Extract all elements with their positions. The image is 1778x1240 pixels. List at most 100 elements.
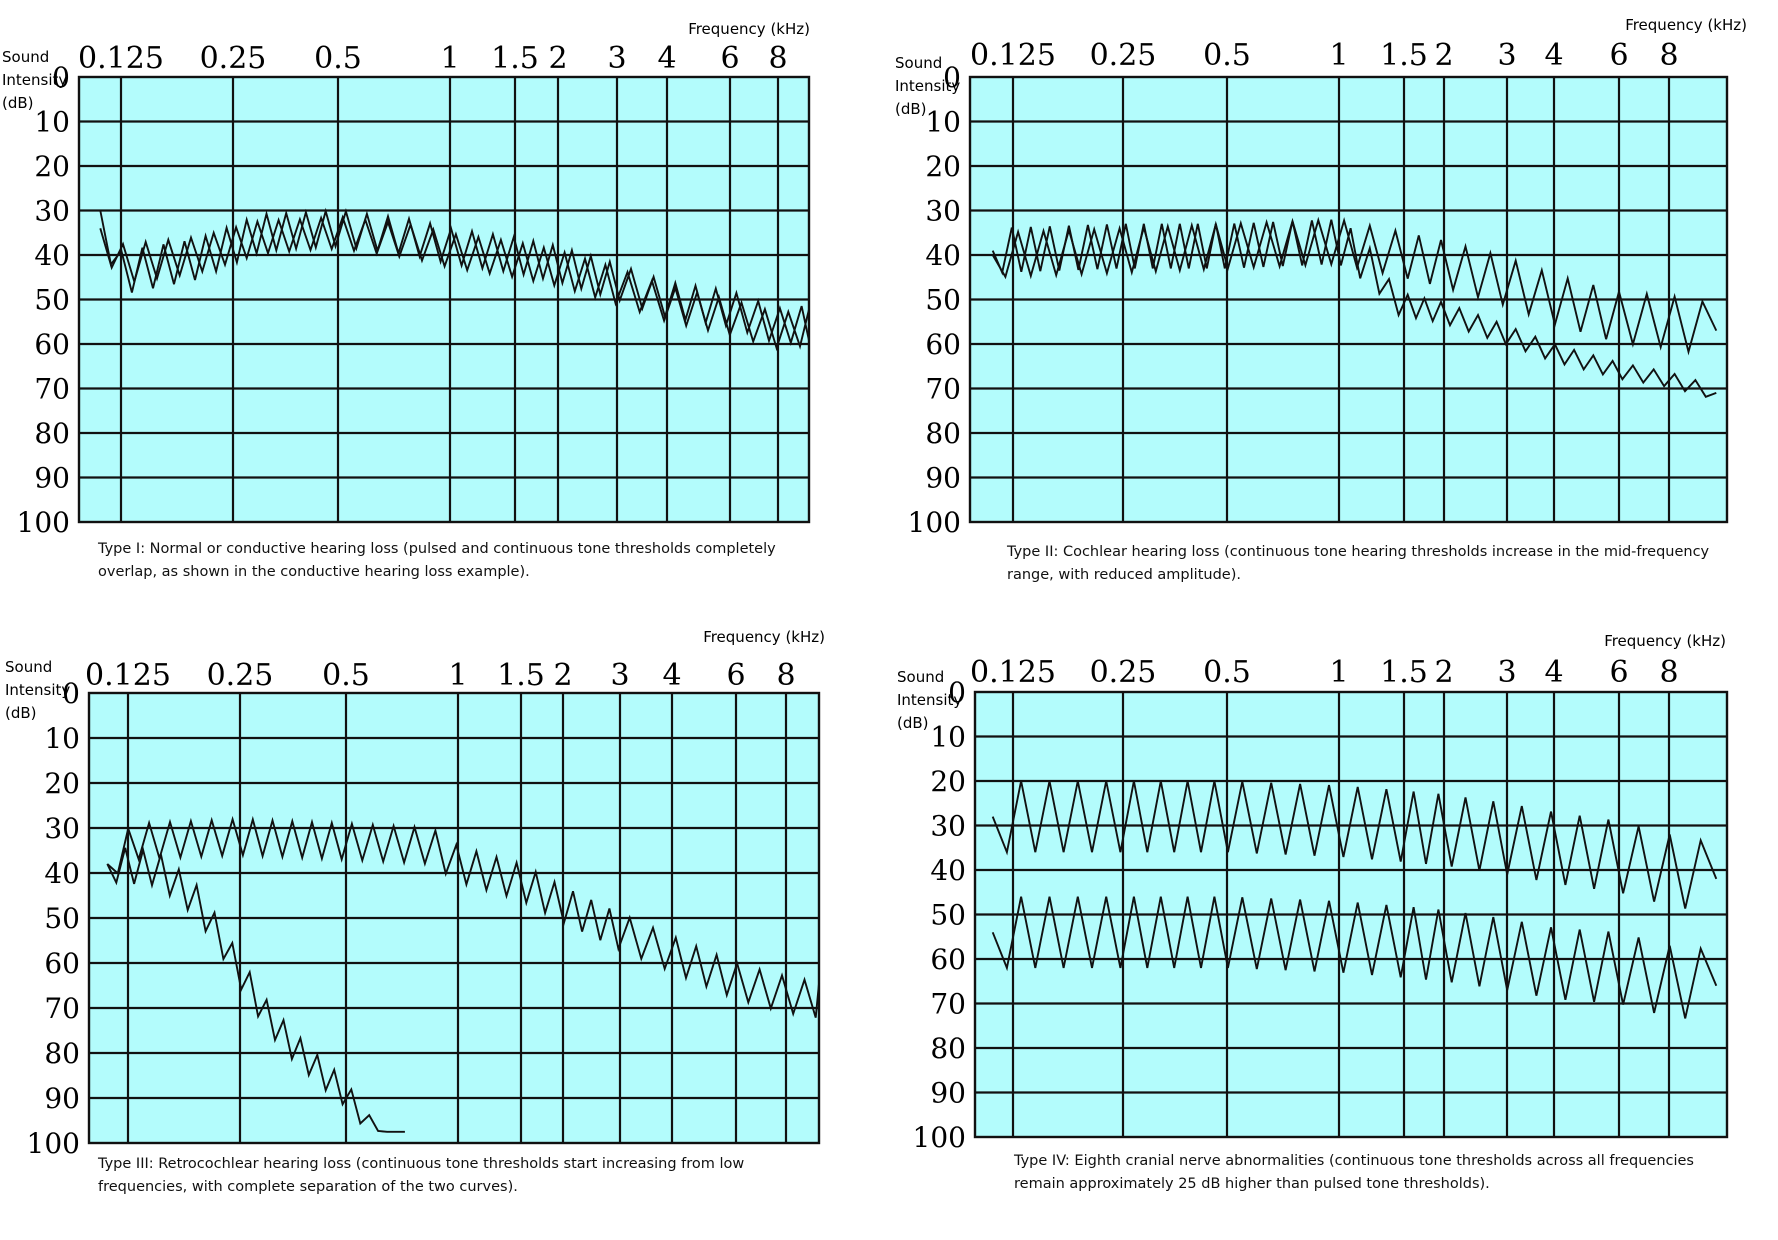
x-tick-label: 0.125	[78, 41, 164, 76]
y-tick-label: 60	[34, 328, 70, 361]
y-tick-label: 20	[930, 765, 966, 798]
series-line-continuous	[991, 219, 1717, 398]
x-tick-label: 2	[553, 658, 572, 693]
x-tick-label: 2	[548, 41, 567, 76]
y-axis-label: (dB)	[897, 714, 929, 732]
x-tick-label: 1	[440, 41, 459, 76]
y-tick-label: 60	[44, 947, 80, 980]
y-tick-label: 40	[44, 857, 80, 890]
x-tick-label: 0.125	[85, 658, 171, 693]
y-axis-label: Sound	[2, 48, 49, 66]
y-tick-label: 100	[908, 506, 961, 539]
x-tick-label: 0.5	[314, 41, 362, 76]
y-tick-label: 40	[34, 239, 70, 272]
series-line-continuous	[106, 846, 405, 1133]
series-line-continuous	[991, 896, 1718, 1019]
y-tick-label: 50	[34, 284, 70, 317]
x-tick-label: 8	[776, 658, 795, 693]
y-tick-label: 70	[925, 373, 961, 406]
x-tick-label: 4	[1544, 655, 1563, 690]
x-tick-label: 4	[662, 658, 681, 693]
audiogram-chart: 0.125 0.25 0.5 1 1.5 2 3 4 6 80102030405060708090…	[897, 632, 1729, 1154]
y-tick-label: 50	[44, 902, 80, 935]
grid-lines	[975, 692, 1727, 1137]
x-axis-label: Frequency (kHz)	[1604, 632, 1726, 650]
y-axis-label: (dB)	[5, 704, 37, 722]
audiogram-chart: 0.125 0.25 0.5 1 1.5 2 3 4 6 80102030405060708090…	[5, 628, 825, 1160]
chart-panel-type-2: 0.125 0.25 0.5 1 1.5 2 3 4 6 8 0 10 20 30 40 50 60 70 80 90…	[889, 0, 1778, 620]
y-tick-label: 30	[34, 195, 70, 228]
y-tick-label: 10	[925, 106, 961, 139]
grid-lines	[89, 693, 819, 1143]
y-axis-label: Sound	[897, 668, 944, 686]
x-tick-label: 8	[768, 41, 787, 76]
y-tick-label: 10	[44, 722, 80, 755]
y-tick-label: 50	[930, 899, 966, 932]
x-tick-label: 1	[1329, 655, 1348, 690]
x-tick-label: 6	[720, 41, 739, 76]
x-tick-label: 6	[726, 658, 745, 693]
series-line-pulsed	[106, 815, 820, 1018]
y-axis-label: Sound	[5, 658, 52, 676]
audiogram-chart: 0.125 0.25 0.5 1 1.5 2 3 4 6 80102030405060708090…	[895, 16, 1747, 539]
y-axis-label: Intensity	[895, 77, 960, 95]
y-axis-label: Intensity	[897, 691, 962, 709]
series-line-continuous	[99, 214, 810, 352]
x-tick-label: 4	[657, 41, 676, 76]
x-tick-label: 1	[1329, 38, 1348, 73]
y-tick-label: 20	[44, 767, 80, 800]
grid-lines	[970, 77, 1727, 522]
x-tick-label: 4	[1544, 38, 1563, 73]
chart-caption: Type III: Retrocochlear hearing loss (co…	[98, 1156, 745, 1195]
x-tick-label: 0.5	[322, 658, 370, 693]
y-tick-label: 20	[925, 150, 961, 183]
audiogram-chart: 0.125 0.25 0.5 1 1.5 2 3 4 6 80102030405060708090…	[2, 20, 811, 539]
y-tick-label: 10	[930, 721, 966, 754]
y-tick-label: 20	[34, 150, 70, 183]
x-tick-label: 1.5	[491, 41, 539, 76]
chart-panel-type-3: 0.125 0.25 0.5 1 1.5 2 3 4 6 8 0 10 20 30 40 50 60 70 80 90…	[0, 620, 889, 1240]
x-tick-label: 3	[1497, 655, 1516, 690]
y-tick-label: 100	[27, 1127, 80, 1160]
x-tick-label: 0.5	[1203, 655, 1251, 690]
x-axis-label: Frequency (kHz)	[1625, 16, 1747, 34]
x-axis-label: Frequency (kHz)	[703, 628, 825, 646]
y-tick-label: 30	[925, 195, 961, 228]
x-tick-label: 0.25	[200, 41, 267, 76]
x-tick-label: 0.25	[207, 658, 274, 693]
x-tick-label: 1	[448, 658, 467, 693]
y-tick-label: 90	[930, 1077, 966, 1110]
x-tick-label: 6	[1609, 655, 1628, 690]
y-tick-label: 0	[943, 61, 961, 94]
y-tick-label: 90	[44, 1082, 80, 1115]
chart-caption: Type IV: Eighth cranial nerve abnormalit…	[1014, 1153, 1694, 1192]
x-tick-label: 1.5	[497, 658, 545, 693]
y-tick-label: 70	[930, 988, 966, 1021]
x-tick-label: 0.5	[1203, 38, 1251, 73]
y-tick-label: 70	[34, 373, 70, 406]
grid-lines	[79, 77, 809, 522]
x-tick-label: 8	[1659, 38, 1678, 73]
y-tick-label: 80	[44, 1037, 80, 1070]
y-axis-label: Intensity	[5, 681, 70, 699]
x-tick-label: 1.5	[1380, 655, 1428, 690]
x-tick-label: 0.25	[1090, 38, 1157, 73]
x-tick-label: 2	[1434, 655, 1453, 690]
chart-panel-type-4: 0.125 0.25 0.5 1 1.5 2 3 4 6 8 0 10 20 30 40 50 60 70 80 90…	[889, 620, 1778, 1240]
y-axis-label: Sound	[895, 54, 942, 72]
y-tick-label: 60	[930, 943, 966, 976]
x-tick-label: 3	[607, 41, 626, 76]
y-tick-label: 40	[925, 239, 961, 272]
y-axis-label: (dB)	[2, 94, 34, 112]
x-axis-label: Frequency (kHz)	[688, 20, 810, 38]
x-tick-label: 0.125	[970, 38, 1056, 73]
y-tick-label: 90	[925, 462, 961, 495]
x-tick-label: 3	[1497, 38, 1516, 73]
y-tick-label: 30	[44, 812, 80, 845]
chart-caption: Type I: Normal or conductive hearing los…	[98, 541, 776, 580]
x-tick-label: 0.125	[970, 655, 1056, 690]
y-tick-label: 90	[34, 462, 70, 495]
x-tick-label: 2	[1434, 38, 1453, 73]
x-tick-label: 8	[1659, 655, 1678, 690]
y-tick-label: 70	[44, 992, 80, 1025]
